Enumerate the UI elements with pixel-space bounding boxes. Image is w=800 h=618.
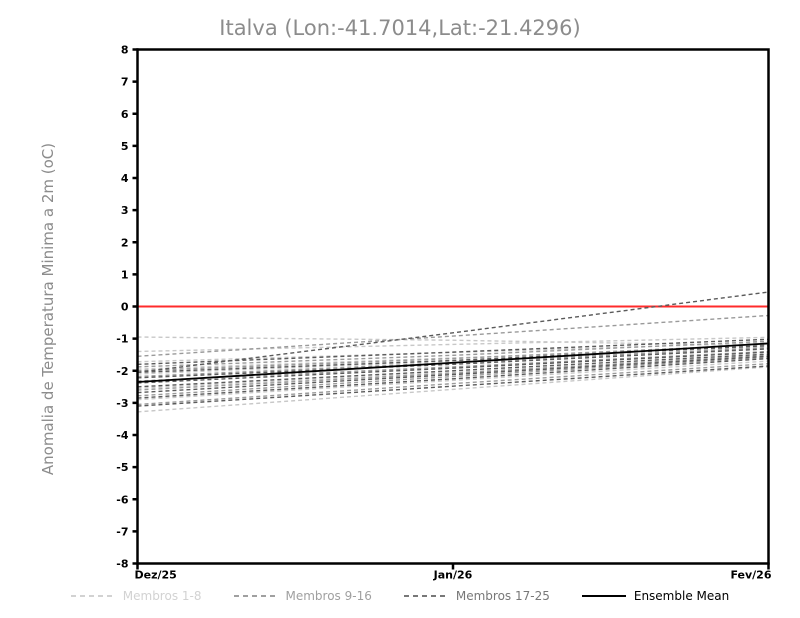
member-line-20 xyxy=(137,348,769,379)
y-tick-label: -2 xyxy=(116,365,128,378)
member-line-23 xyxy=(137,355,769,394)
legend-label: Membros 1-8 xyxy=(122,589,202,603)
y-tick-label: 3 xyxy=(121,204,129,217)
legend-swatch-icon xyxy=(70,595,115,597)
series-lines xyxy=(137,291,769,413)
x-tick-label: Jan/26 xyxy=(433,569,473,582)
member-line-22 xyxy=(137,353,769,388)
member-line-16 xyxy=(137,362,769,406)
member-line-7 xyxy=(137,360,769,401)
y-tick-label: -3 xyxy=(116,397,128,410)
chart-legend: Membros 1-8 Membros 9-16 Membros 17-25 Ense… xyxy=(0,586,800,606)
legend-swatch-icon xyxy=(403,595,448,597)
y-tick-label: -7 xyxy=(116,525,128,538)
chart-title: Italva (Lon:-41.7014,Lat:-21.4296) xyxy=(219,16,581,40)
legend-label: Membros 9-16 xyxy=(285,589,372,603)
series-ensemble-mean xyxy=(137,342,769,383)
legend-entry-4: Ensemble Mean xyxy=(581,589,730,603)
y-tick-label: -8 xyxy=(116,558,128,571)
member-line-8 xyxy=(137,366,769,413)
member-line-24 xyxy=(137,357,769,399)
x-axis-tick-labels: Dez/25 Jan/26 Fev/26 xyxy=(135,569,772,582)
legend-entry-1: Membros 1-8 xyxy=(70,589,202,603)
y-tick-label: 7 xyxy=(121,76,129,89)
plot-frame xyxy=(132,48,770,570)
member-line-21 xyxy=(137,351,769,384)
member-line-14 xyxy=(137,354,769,391)
member-line-17 xyxy=(137,291,769,374)
series-membros-17-25 xyxy=(137,291,769,407)
y-tick-label: 6 xyxy=(121,108,129,121)
y-tick-label: 4 xyxy=(121,172,129,185)
y-tick-label: -5 xyxy=(116,461,128,474)
legend-entry-2: Membros 9-16 xyxy=(233,589,372,603)
legend-swatch-icon xyxy=(581,595,626,597)
ensemble-mean-line xyxy=(137,342,769,383)
legend-swatch-icon xyxy=(233,595,278,597)
y-tick-label: -6 xyxy=(116,493,129,506)
legend-entry-3: Membros 17-25 xyxy=(403,589,550,603)
member-line-10 xyxy=(137,340,769,368)
member-line-15 xyxy=(137,356,769,397)
y-tick-label: -4 xyxy=(116,429,129,442)
x-tick-label: Dez/25 xyxy=(135,569,177,582)
member-line-18 xyxy=(137,338,769,366)
member-line-9 xyxy=(137,314,769,357)
x-tick-label: Fev/26 xyxy=(730,569,771,582)
y-tick-label: 5 xyxy=(121,140,129,153)
y-axis-tick-labels: 8 7 6 5 4 3 2 1 0 -1 -2 -3 -4 -5 -6 -7 -8 xyxy=(116,44,129,571)
y-tick-label: 0 xyxy=(121,301,129,314)
member-line-25 xyxy=(137,365,769,407)
y-tick-label: 1 xyxy=(121,268,129,281)
legend-label: Ensemble Mean xyxy=(633,589,730,603)
y-tick-label: 2 xyxy=(121,236,129,249)
y-tick-label: 8 xyxy=(121,44,129,57)
y-tick-label: -1 xyxy=(116,333,128,346)
legend-label: Membros 17-25 xyxy=(455,589,550,603)
